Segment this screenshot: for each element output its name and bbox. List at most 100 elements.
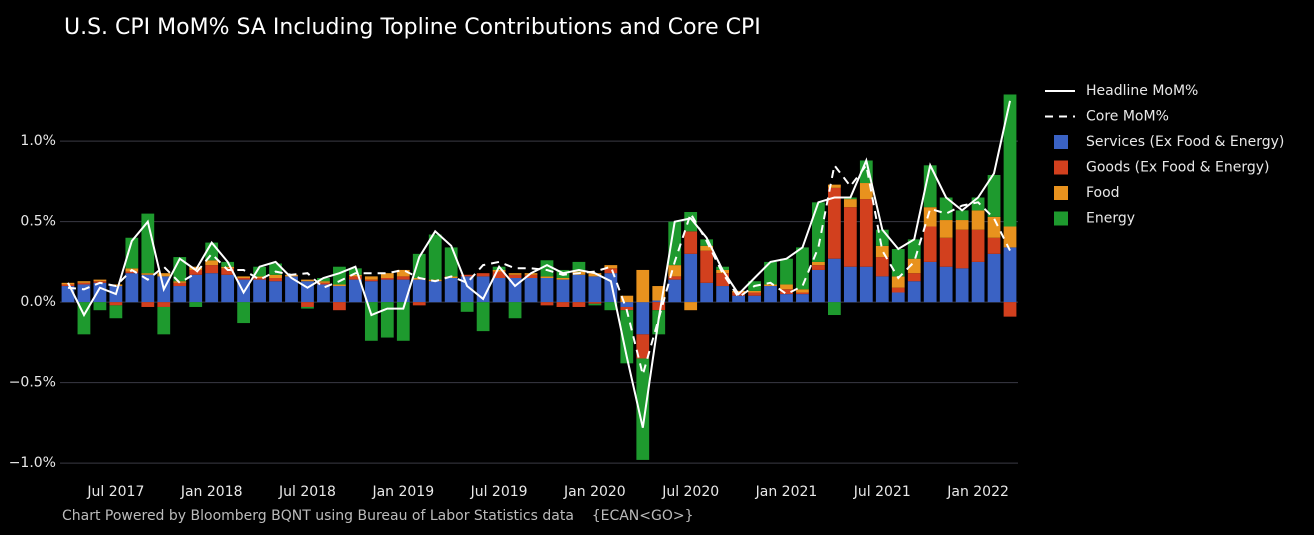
bar-segment	[524, 278, 538, 303]
bar-segment	[109, 305, 123, 319]
bar-segment	[748, 295, 761, 303]
bar-segment	[364, 279, 378, 282]
bar-segment	[923, 226, 937, 262]
bar-segment	[796, 294, 809, 303]
bar-segment	[1003, 226, 1017, 248]
bar-segment	[157, 273, 171, 277]
bar-segment	[253, 278, 266, 280]
bar-segment	[700, 282, 714, 303]
bar-segment	[764, 261, 777, 285]
bar-segment	[460, 302, 474, 312]
bar-segment	[588, 302, 602, 304]
bar-segment	[907, 273, 921, 282]
bar-segment	[141, 274, 155, 303]
bar-segment	[780, 294, 793, 303]
bar-segment	[668, 265, 682, 277]
bar-segment	[333, 302, 346, 311]
bar-segment	[141, 273, 155, 275]
bar-segment	[684, 231, 698, 254]
bar-segment	[221, 261, 235, 267]
bar-segment	[333, 284, 346, 287]
bar-segment	[764, 286, 777, 303]
bar-segment	[987, 216, 1001, 238]
bar-segment	[269, 263, 282, 275]
bar-segment	[859, 266, 873, 303]
bar-segment	[684, 302, 698, 311]
bar-segment	[891, 292, 905, 303]
bar-segment	[125, 237, 139, 269]
bar-segment	[875, 276, 889, 303]
bar-segment	[540, 260, 554, 277]
bar-segment	[540, 276, 554, 278]
bar-segment	[812, 261, 825, 266]
bar-segment	[348, 279, 362, 303]
bar-segment	[588, 303, 602, 306]
bar-segment	[396, 302, 410, 341]
y-tick-label: 0.5%	[20, 214, 56, 230]
bar-segment	[987, 253, 1001, 303]
bar-segment	[301, 302, 314, 307]
bar-segment	[428, 234, 442, 280]
bar-segment	[843, 199, 857, 208]
chart-title: U.S. CPI MoM% SA Including Topline Contr…	[64, 15, 761, 40]
bar-segment	[875, 229, 889, 246]
bar-segment	[61, 284, 75, 287]
bar-segment	[253, 276, 266, 278]
bar-segment	[923, 207, 937, 227]
bar-segment	[827, 187, 841, 259]
x-tick-label: Jan 2018	[180, 484, 243, 500]
x-tick-label: Jan 2020	[563, 484, 626, 500]
bar-segment	[77, 282, 91, 285]
bar-segment	[317, 281, 330, 283]
bar-segment	[971, 261, 985, 303]
legend-label: Food	[1086, 185, 1120, 201]
bar-segment	[492, 269, 506, 272]
bar-segment	[796, 289, 809, 293]
bar-segment	[636, 358, 650, 460]
bar-segment	[333, 286, 346, 303]
bar-segment	[157, 302, 171, 307]
bar-segment	[396, 276, 410, 280]
bar-segment	[971, 210, 985, 230]
bar-segment	[396, 279, 410, 303]
bar-segment	[636, 302, 650, 335]
bar-segment	[476, 273, 490, 277]
bar-segment	[588, 273, 602, 277]
bar-segment	[205, 265, 219, 274]
y-tick-label: 0.0%	[20, 294, 56, 310]
bar-segment	[939, 220, 953, 238]
bar-segment	[269, 281, 282, 303]
bar-segment	[412, 302, 426, 306]
bar-segment	[205, 273, 219, 303]
bar-segment	[556, 279, 570, 303]
bar-segment	[141, 213, 155, 274]
bar-segment	[668, 279, 682, 303]
legend-swatch	[1054, 186, 1068, 200]
bar-segment	[285, 276, 298, 303]
bar-segment	[444, 247, 458, 277]
x-tick-label: Jan 2022	[946, 484, 1009, 500]
legend-label: Headline MoM%	[1086, 83, 1198, 99]
bar-segment	[907, 281, 921, 303]
x-tick-label: Jul 2019	[470, 484, 528, 500]
bar-segment	[364, 276, 378, 280]
bar-segment	[827, 302, 841, 316]
bar-segment	[508, 273, 522, 275]
y-tick-label: −0.5%	[9, 375, 56, 391]
bar-segment	[253, 279, 266, 303]
bar-segment	[460, 274, 474, 277]
bar-segment	[955, 210, 969, 221]
x-tick-label: Jul 2018	[278, 484, 336, 500]
bar-segment	[764, 284, 777, 287]
bar-segment	[380, 302, 394, 338]
bar-segment	[939, 197, 953, 221]
bar-segment	[524, 274, 538, 278]
bar-segment	[556, 278, 570, 280]
bar-segment	[780, 284, 793, 290]
bar-segment	[604, 302, 618, 311]
bar-segment	[636, 334, 650, 359]
x-tick-label: Jul 2017	[86, 484, 144, 500]
bar-segment	[93, 282, 107, 303]
bar-segment	[348, 268, 362, 275]
bar-segment	[205, 260, 219, 266]
